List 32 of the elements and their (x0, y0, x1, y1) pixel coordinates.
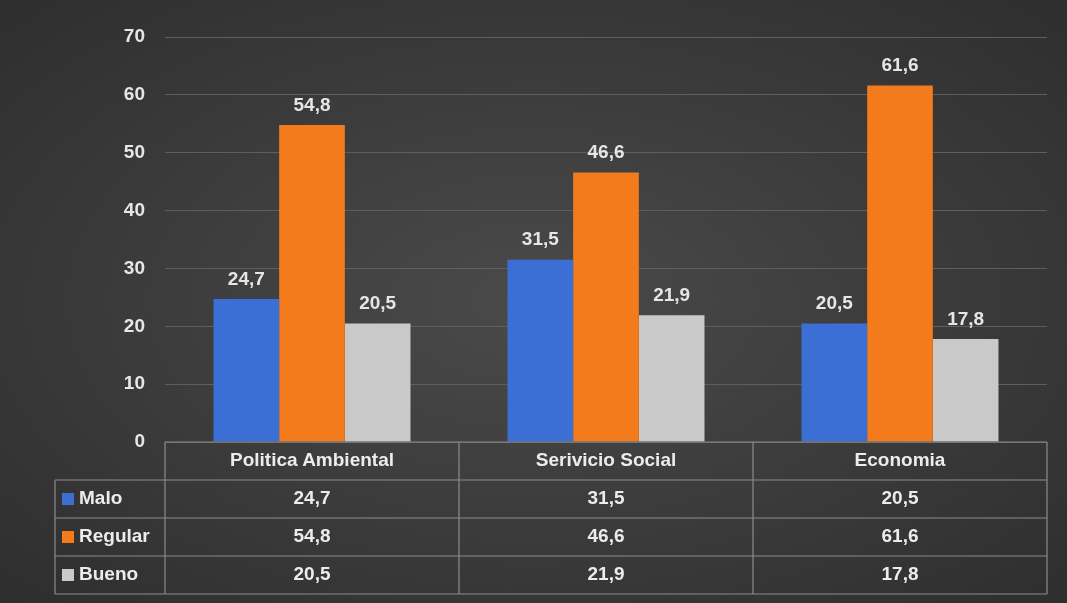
y-tick-label: 60 (123, 83, 145, 105)
text: 20,5 (359, 292, 397, 314)
y-tick-label: 40 (123, 198, 145, 220)
y-tick-label: 50 (123, 140, 145, 162)
legend-label: Bueno (79, 563, 139, 585)
data-label: 54,8 (293, 525, 331, 547)
data-label: 20,5 (293, 563, 331, 585)
y-tick-label: 70 (123, 25, 145, 47)
x-tick-label: Economia (854, 449, 946, 471)
y-tick-label: 0 (134, 430, 145, 452)
data-label: 21,9 (587, 563, 625, 585)
legend-label: Malo (79, 487, 123, 509)
data-label: 17,8 (881, 563, 919, 585)
text: 17,8 (947, 307, 985, 329)
data-label: 61,6 (881, 525, 919, 547)
text: 20,5 (815, 292, 853, 314)
text: 54,8 (293, 93, 331, 115)
y-tick-label: 20 (123, 314, 145, 336)
data-label: 24,7 (293, 487, 331, 509)
text: 46,6 (587, 141, 625, 163)
text: 61,6 (881, 54, 919, 76)
data-label: 46,6 (587, 525, 625, 547)
data-label: 20,5 (881, 487, 919, 509)
data-label: 31,5 (587, 487, 625, 509)
y-tick-label: 10 (123, 372, 145, 394)
legend-label: Regular (79, 525, 151, 547)
x-tick-label: Politica Ambiental (230, 449, 394, 471)
text: 24,7 (227, 267, 265, 289)
text: 31,5 (521, 228, 559, 250)
x-tick-label: Serivicio Social (535, 449, 677, 471)
y-tick-label: 30 (123, 256, 145, 278)
text: 21,9 (653, 284, 691, 306)
